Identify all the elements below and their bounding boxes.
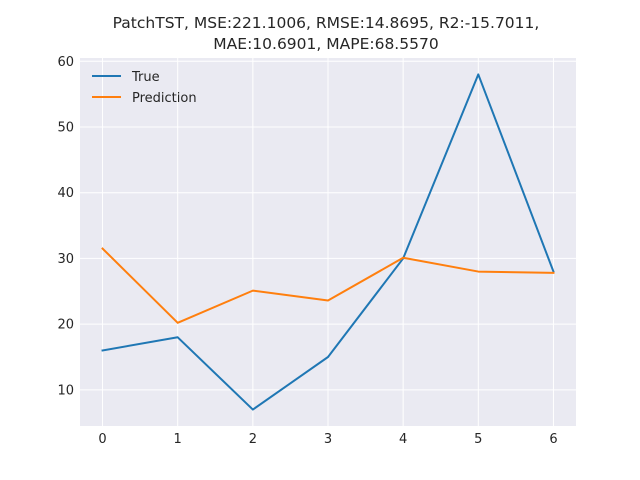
x-tick-label: 3 bbox=[324, 432, 332, 447]
x-tick-label: 2 bbox=[249, 432, 257, 447]
legend-label: True bbox=[131, 70, 160, 85]
y-tick-label: 60 bbox=[57, 55, 74, 70]
y-tick-label: 50 bbox=[57, 121, 74, 136]
legend-label: Prediction bbox=[132, 91, 197, 106]
x-tick-label: 4 bbox=[399, 432, 407, 447]
chart-subtitle: MAE:10.6901, MAPE:68.5570 bbox=[213, 35, 438, 53]
x-tick-label: 6 bbox=[549, 432, 557, 447]
legend: True Prediction bbox=[92, 70, 197, 106]
y-tick-label: 20 bbox=[57, 318, 74, 333]
x-tick-label: 0 bbox=[98, 432, 106, 447]
axis-ticks: 0 1 2 3 4 5 6 10 20 30 40 50 60 bbox=[57, 55, 557, 447]
series-lines bbox=[101, 73, 555, 411]
chart-title: PatchTST, MSE:221.1006, RMSE:14.8695, R2… bbox=[113, 14, 540, 32]
y-tick-label: 40 bbox=[57, 186, 74, 201]
y-tick-label: 30 bbox=[57, 252, 74, 267]
grid bbox=[80, 58, 576, 426]
series-line-true bbox=[101, 73, 555, 411]
x-tick-label: 1 bbox=[174, 432, 182, 447]
y-tick-label: 10 bbox=[57, 383, 74, 398]
x-tick-label: 5 bbox=[474, 432, 482, 447]
series-line-prediction bbox=[101, 247, 555, 324]
